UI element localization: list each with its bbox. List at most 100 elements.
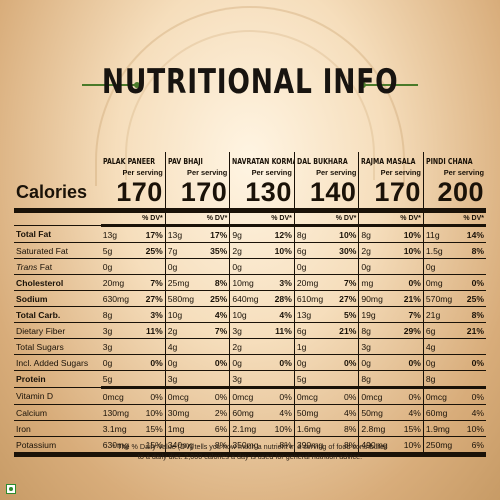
nutrient-dv-percent: 29% [393, 322, 424, 339]
dish-name: NAVRATAN KORMA [232, 156, 295, 166]
nutrient-dv-percent: 30% [328, 242, 359, 259]
nutrient-dv-percent: 27% [328, 290, 359, 307]
dish-name-cell: NAVRATAN KORMA [229, 152, 295, 166]
nutrient-amount: 4g [164, 338, 200, 355]
dish-name: PALAK PANEER [102, 156, 155, 166]
nutrient-amount: 490mg [358, 436, 394, 457]
nutrient-row: Saturated Fat 5g 25% 7g 35% 2g 10% 6g 30% 2g 10% 1.… [14, 242, 486, 259]
nutrient-dv-percent: 28% [264, 290, 295, 307]
nutrient-label: Total Sugars [14, 338, 101, 355]
nutrient-dv-percent: 8% [457, 306, 486, 323]
nutrient-amount: 8g [358, 224, 394, 243]
nutrient-amount: 8g [358, 322, 394, 339]
nutrient-amount: 4g [422, 338, 458, 355]
nutrient-row: Cholesterol 20mg 7% 25mg 8% 10mg 3% 20mg 7% mg 0% 0… [14, 274, 486, 291]
nutrient-dv-percent: 14% [457, 224, 486, 243]
nutrient-dv-percent: 0% [328, 386, 359, 405]
nutrient-label: Iron [14, 420, 101, 437]
dv-header: % DV* [358, 208, 424, 226]
dv-header: % DV* [229, 208, 295, 226]
nutrient-dv-percent: 8% [199, 274, 230, 291]
nutrient-dv-percent: 0% [199, 386, 230, 405]
nutrient-amount: 5g [293, 370, 329, 388]
nutrient-amount: 30mg [164, 404, 200, 421]
nutrient-dv-percent: 21% [328, 322, 359, 339]
nutrient-amount: 0g [422, 354, 458, 371]
calories-value: 200 [422, 177, 486, 211]
nutrient-amount: 1.6mg [293, 420, 329, 437]
nutrient-dv-percent: 10% [264, 242, 295, 259]
per-serving-label: Per serving [122, 168, 163, 177]
nutrient-dv-percent: 15% [135, 436, 166, 457]
nutrient-dv-percent: 8% [457, 242, 486, 259]
dish-name-cell: PINDI CHANA [422, 152, 486, 166]
nutrient-row: Calcium 130mg 10% 30mg 2% 60mg 4% 50mg 4% 50mg 4% 6… [14, 404, 486, 421]
nutrient-dv-percent: 0% [135, 386, 166, 405]
nutrient-dv-percent: 35% [199, 242, 230, 259]
nutrient-dv-percent: 21% [457, 322, 486, 339]
nutrient-amount: 0g [358, 258, 394, 275]
title-area: NUTRITIONAL INFO [0, 62, 500, 102]
dv-header: % DV* [293, 208, 359, 226]
nutrient-amount: 0g [229, 258, 265, 275]
page-title: NUTRITIONAL INFO [101, 62, 399, 102]
nutrient-dv-percent: 5% [328, 306, 359, 323]
nutrient-dv-percent: 10% [457, 420, 486, 437]
nutrient-dv-percent [264, 370, 295, 388]
nutrient-amount: 1mg [164, 420, 200, 437]
nutrient-amount: 50mg [358, 404, 394, 421]
nutrient-amount: 3g [164, 370, 200, 388]
nutrient-dv-percent [199, 370, 230, 388]
nutrient-amount: 5g [100, 370, 135, 388]
nutrient-dv-percent [135, 370, 166, 388]
nutrient-amount: 8g [100, 306, 135, 323]
nutrient-dv-percent: 21% [393, 290, 424, 307]
nutrient-label: Calcium [14, 404, 101, 421]
nutrient-amount: 6g [293, 322, 329, 339]
nutrient-amount: 640mg [229, 290, 265, 307]
nutrient-amount: 21g [422, 306, 458, 323]
nutrient-dv-percent [393, 338, 424, 355]
nutrient-dv-percent: 0% [328, 354, 359, 371]
nutrient-dv-percent [457, 258, 486, 275]
nutrient-label: Total Fat [14, 225, 101, 243]
nutrient-amount: 2g [164, 322, 200, 339]
nutrient-amount: 0mg [422, 274, 458, 291]
nutrient-row: Total Carb. 8g 3% 10g 4% 10g 4% 13g 5% 19g 7% 21g 8% [14, 306, 486, 323]
nutrient-dv-percent: 25% [135, 242, 166, 259]
nutrient-amount: 390mg [293, 436, 329, 457]
nutrient-dv-percent: 11% [264, 322, 295, 339]
nutrient-amount: 13g [293, 306, 329, 323]
nutrient-amount: 630mg [100, 436, 135, 457]
dv-header: % DV* [422, 208, 486, 226]
nutrient-amount: 6g [422, 322, 458, 339]
footnote-line-2: to a daily diet. 2,000 calories a day is… [137, 452, 363, 461]
dish-name: DAL BUKHARA [296, 156, 348, 166]
nutrient-label: Trans Fat [14, 258, 101, 275]
nutrient-row: Sodium 630mg 27% 580mg 25% 640mg 28% 610mg 27% 90… [14, 290, 486, 307]
nutrient-dv-percent: 8% [328, 436, 359, 457]
nutrient-label: Total Carb. [14, 306, 101, 323]
veg-mark-icon [6, 484, 16, 494]
nutrient-amount: 2g [358, 242, 394, 259]
nutrient-label: Dietary Fiber [14, 322, 101, 339]
nutrient-label: Protein [14, 370, 101, 388]
nutrient-amount: 0mcg [100, 386, 135, 405]
nutrient-amount: 0g [229, 354, 265, 371]
nutrient-dv-percent [264, 258, 295, 275]
nutrient-dv-percent [199, 258, 230, 275]
per-serving-label: Per serving [293, 166, 359, 177]
nutrient-dv-percent: 0% [393, 386, 424, 405]
calories-label: Calories [16, 182, 88, 202]
nutrient-dv-percent: 4% [264, 404, 295, 421]
per-serving-label: Per serving [358, 166, 424, 177]
calories-value: 140 [293, 177, 359, 211]
nutrient-amount: 10g [229, 306, 265, 323]
calories-value: 130 [229, 177, 295, 211]
nutrient-amount: 60mg [422, 404, 458, 421]
nutrient-dv-percent: 0% [135, 354, 166, 371]
nutrient-dv-percent: 0% [393, 354, 424, 371]
nutrient-amount: 3g [100, 322, 135, 339]
nutrient-dv-percent: 10% [135, 404, 166, 421]
title-rule-right [360, 82, 418, 88]
